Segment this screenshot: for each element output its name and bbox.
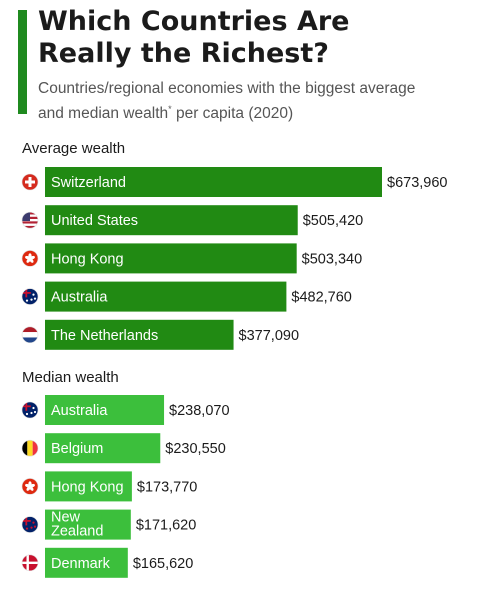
average-value-label: $482,760 — [291, 290, 351, 306]
median-category-label: Belgium — [51, 441, 103, 457]
average-wealth-label: Average wealth — [22, 140, 126, 157]
median-row-australia: Australia $238,070 — [21, 395, 230, 425]
average-value-label: $377,090 — [239, 328, 299, 344]
median-row-belgium: Belgium $230,550 — [21, 433, 226, 464]
average-row-the-netherlands: The Netherlands $377,090 — [21, 319, 299, 350]
median-bar — [45, 509, 131, 540]
chart-title: Which Countries Are Really the Richest? — [38, 6, 478, 70]
median-row-denmark: Denmark $165,620 — [21, 547, 193, 578]
median-wealth-label: Median wealth — [22, 369, 119, 386]
average-row-australia: Australia $482,760 — [21, 281, 352, 312]
median-row-hong-kong: Hong Kong $173,770 — [21, 471, 197, 502]
average-value-label: $673,960 — [387, 175, 447, 191]
average-row-united-states: United States $505,420 — [21, 205, 363, 236]
average-category-label: United States — [51, 213, 138, 229]
median-category-label: Denmark — [51, 556, 111, 572]
average-bar — [45, 281, 287, 312]
median-category-label: Hong Kong — [51, 479, 124, 495]
median-value-label: $173,770 — [137, 479, 197, 495]
belgium-flag-icon — [22, 440, 38, 457]
average-value-label: $505,420 — [303, 213, 363, 229]
new-zealand-flag-icon — [22, 516, 38, 533]
hong-kong-flag-icon — [22, 478, 38, 495]
average-bar — [45, 319, 234, 350]
average-bar — [45, 205, 298, 236]
average-row-hong-kong: Hong Kong $503,340 — [21, 243, 362, 274]
median-bar — [45, 547, 128, 578]
netherlands-flag-icon — [22, 326, 38, 343]
footnote-marker: * — [168, 104, 172, 114]
hong-kong-flag-icon — [22, 250, 38, 267]
average-category-label: The Netherlands — [51, 328, 158, 344]
median-bar — [45, 471, 132, 502]
median-value-label: $165,620 — [133, 556, 193, 572]
average-category-label: Hong Kong — [51, 251, 124, 267]
average-category-label: Switzerland — [51, 175, 126, 191]
median-bar — [45, 433, 161, 464]
subtitle-line-2: and median wealth — [38, 105, 169, 123]
average-value-label: $503,340 — [302, 251, 362, 267]
chart-subtitle: Countries/regional economies with the bi… — [38, 79, 478, 124]
median-value-label: $238,070 — [169, 403, 229, 419]
australia-flag-icon — [22, 288, 38, 305]
subtitle-line-2-end: per capita (2020) — [171, 105, 294, 123]
median-value-label: $171,620 — [136, 518, 196, 534]
title-line-1: Which Countries Are — [38, 6, 350, 37]
united-states-flag-icon — [22, 212, 38, 229]
average-bar — [45, 167, 382, 197]
median-category-label: Australia — [51, 403, 108, 419]
australia-flag-icon — [22, 402, 38, 418]
median-row-new-zealand: New Zealand $171,620 — [21, 509, 196, 540]
title-line-2: Really the Richest? — [38, 38, 329, 69]
average-row-switzerland: Switzerland $673,960 — [21, 167, 447, 197]
average-bar — [45, 243, 297, 274]
subtitle-line-1: Countries/regional economies with the bi… — [38, 80, 416, 97]
median-value-label: $230,550 — [165, 441, 225, 457]
average-category-label: Australia — [51, 290, 108, 306]
median-bar — [45, 395, 165, 425]
denmark-flag-icon — [22, 554, 38, 571]
switzerland-flag-icon — [22, 174, 38, 190]
median-category-label: New Zealand — [51, 510, 103, 540]
title-accent-bar — [18, 10, 27, 114]
